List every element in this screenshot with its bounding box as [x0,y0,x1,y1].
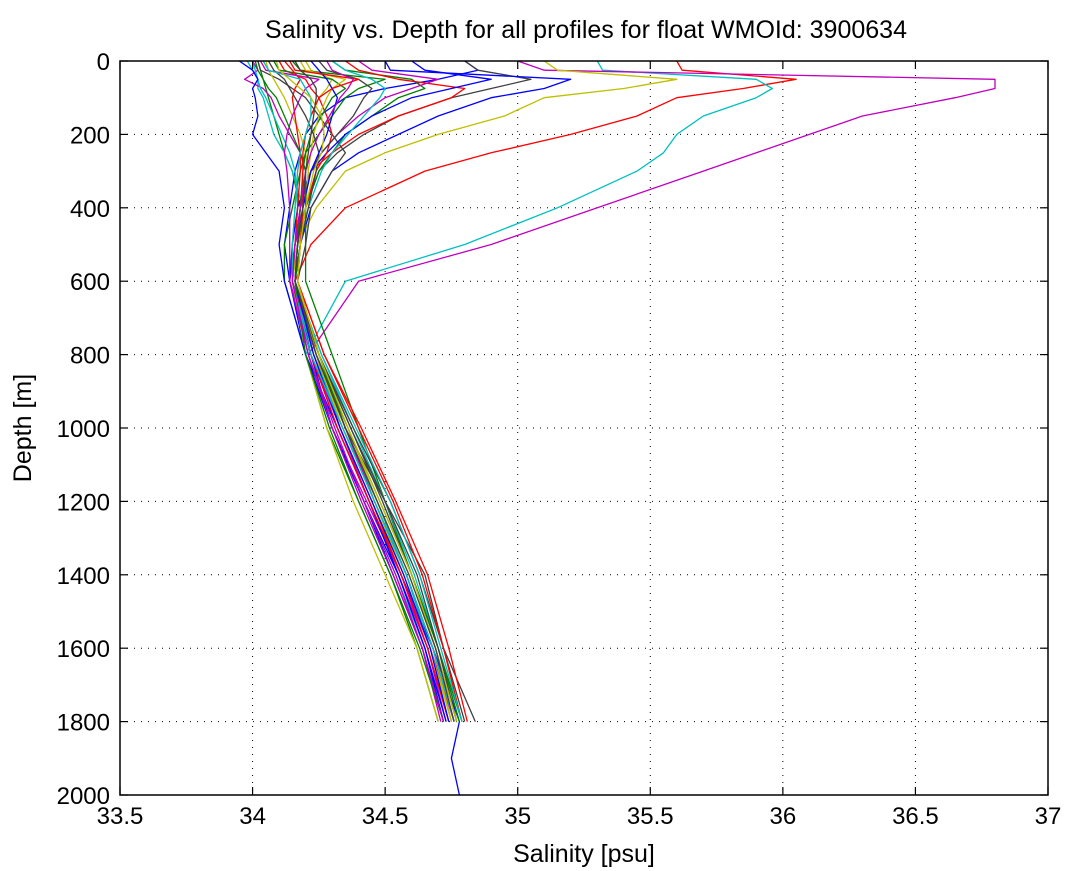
x-tick-label: 33.5 [97,803,144,830]
profile-line [304,61,773,722]
x-axis-label: Salinity [psu] [513,840,655,868]
plot-frame [119,60,1049,796]
y-tick-label: 1400 [57,563,110,590]
profile-line [259,61,442,722]
chart-title: Salinity vs. Depth for all profiles for … [265,16,907,44]
x-tick-label: 36.5 [892,803,939,830]
profile-line [294,61,463,722]
x-tick-label: 35 [504,803,531,830]
profile-line [267,61,458,722]
y-tick-label: 600 [70,269,110,296]
profile-line [294,61,450,722]
profile-line [291,61,445,722]
y-tick-label: 1200 [57,489,110,516]
profile-line [254,61,445,722]
y-tick-labels: 0 200 400 600 800 1000 1200 1400 1600 1800 2000 [57,49,110,810]
x-tick-label: 35.5 [627,803,674,830]
y-tick-label: 400 [70,196,110,223]
profile-line [273,61,461,722]
profile-line [283,61,450,722]
profile-line [283,61,479,795]
y-tick-label: 1800 [57,710,110,737]
profile-line [262,61,455,722]
y-axis-label: Depth [m] [9,374,37,482]
y-tick-label: 2000 [57,783,110,810]
y-tick-label: 800 [70,343,110,370]
x-tick-label: 34.5 [362,803,409,830]
profile-line [291,61,678,722]
grid-lines [120,61,1048,795]
y-tick-label: 1600 [57,636,110,663]
x-tick-labels: 33.5 34 34.5 35 35.5 36 36.5 37 [97,803,1062,830]
x-tick-label: 34 [239,803,266,830]
profile-line [307,61,996,722]
x-tick-label: 37 [1035,803,1062,830]
y-tick-label: 1000 [57,416,110,443]
x-tick-label: 36 [770,803,797,830]
axis-ticks [119,60,1049,796]
y-tick-label: 0 [97,49,110,76]
profile-line [278,61,463,722]
profile-line [294,61,455,722]
profile-lines [238,61,996,795]
profile-line [275,61,458,722]
y-tick-label: 200 [70,122,110,149]
